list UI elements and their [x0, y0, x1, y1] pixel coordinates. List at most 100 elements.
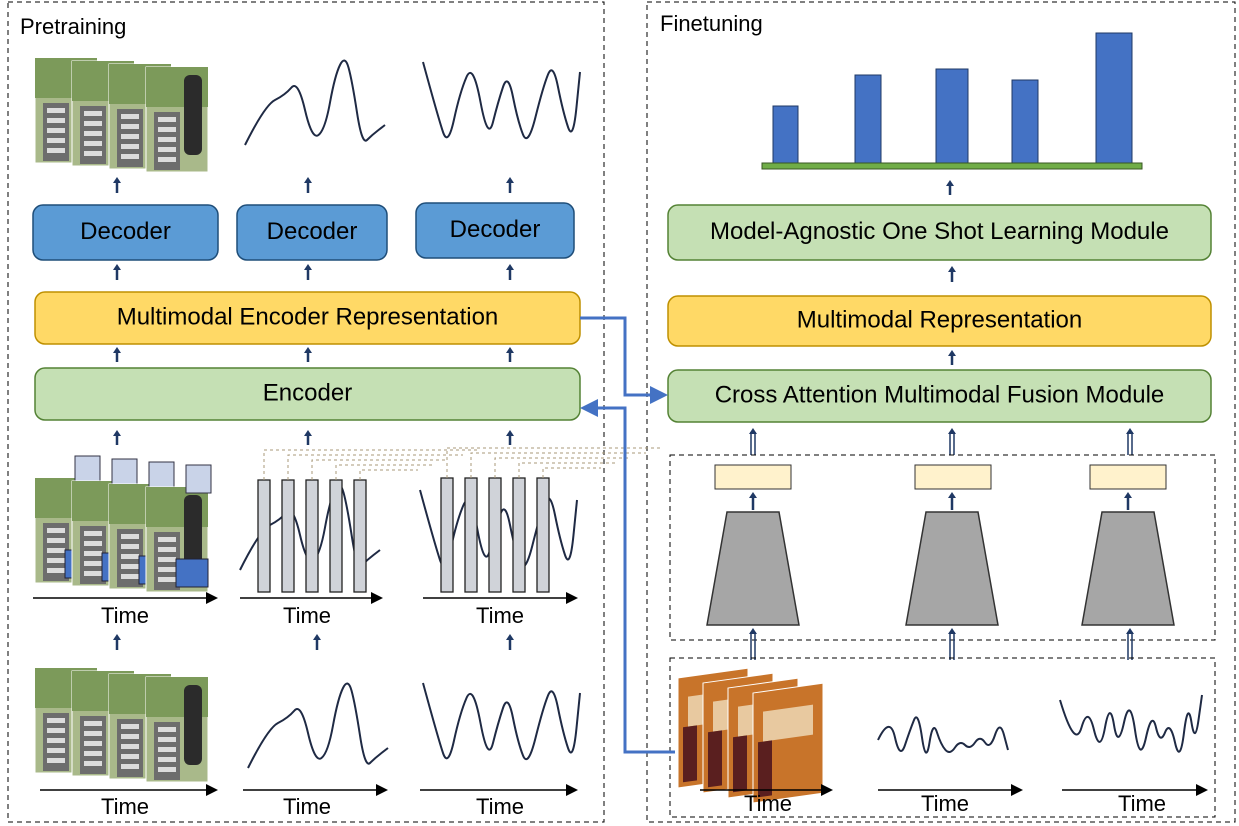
frame-window [158, 577, 176, 582]
frame-window [121, 134, 139, 139]
up-arrow [948, 492, 956, 510]
arrow-head [1124, 492, 1132, 498]
frame-object [708, 730, 722, 787]
frame-window [158, 157, 176, 162]
frame-window [158, 137, 176, 142]
up-arrow [113, 430, 121, 445]
panel-title: Pretraining [20, 14, 126, 39]
frame-window [47, 118, 65, 123]
frame-window [121, 154, 139, 159]
frame-window [158, 537, 176, 542]
reconstructed-signal [245, 61, 385, 145]
arrow-head [948, 428, 956, 434]
frame-window [47, 528, 65, 533]
frame-window [121, 544, 139, 549]
time-label: Time [1118, 791, 1166, 816]
frame-window [47, 558, 65, 563]
arrow-head [506, 264, 514, 270]
page: {"pretraining": {"title": "Pretraining",… [0, 0, 1239, 826]
frame-window [158, 127, 176, 132]
frame-window [47, 148, 65, 153]
arrow-head [304, 347, 312, 353]
fusion-box-label: Cross Attention Multimodal Fusion Module [715, 381, 1165, 408]
frame-window [84, 151, 102, 156]
module-box-label: Model-Agnostic One Shot Learning Module [710, 218, 1169, 245]
unimodal-encoder [906, 512, 998, 625]
up-arrow [1124, 492, 1132, 510]
up-arrow [113, 347, 121, 362]
frame-window [47, 108, 65, 113]
time-label: Time [283, 603, 331, 628]
up-arrow [313, 634, 321, 650]
encoder-box-label: Encoder [263, 379, 352, 406]
arrow-head [506, 634, 514, 640]
mask-patch [149, 462, 174, 490]
diagram: PretrainingFinetuningDecoderDecoderDecod… [0, 0, 1239, 826]
arrow-head [113, 177, 121, 183]
up-arrow [946, 180, 954, 195]
arrow-head [313, 634, 321, 640]
frame-window [47, 128, 65, 133]
input-signal [423, 683, 580, 759]
mask-patch [112, 459, 137, 487]
panel-title: Finetuning [660, 11, 763, 36]
arrow-head [304, 177, 312, 183]
arrow-head [304, 430, 312, 436]
arrow-head [113, 264, 121, 270]
up-arrow [749, 428, 757, 455]
mask-bar [330, 480, 342, 592]
arrow-head [948, 350, 956, 356]
video-frame [146, 67, 208, 172]
frame-window [121, 124, 139, 129]
video-frame [753, 683, 823, 803]
mask-patch [176, 559, 208, 587]
representation-box-label: Multimodal Representation [797, 306, 1082, 333]
frame-window [84, 731, 102, 736]
frame-window [158, 747, 176, 752]
frame-window [47, 748, 65, 753]
up-arrow [506, 347, 514, 362]
arrow-head [749, 628, 757, 634]
frame-window [84, 561, 102, 566]
up-arrow [304, 347, 312, 362]
frame-window [158, 147, 176, 152]
frame-window [84, 541, 102, 546]
mask-bar [354, 480, 366, 592]
arrow-head [506, 347, 514, 353]
frame-window [47, 538, 65, 543]
up-arrow [113, 264, 121, 280]
frame-window [47, 568, 65, 573]
output-bar [1012, 80, 1038, 165]
frame-window [84, 531, 102, 536]
unimodal-encoder [1082, 512, 1174, 625]
frame-object [758, 740, 772, 797]
time-label: Time [101, 794, 149, 819]
arrow-head [1126, 628, 1134, 634]
frame-window [121, 144, 139, 149]
frame-window [84, 131, 102, 136]
mask-bar [258, 480, 270, 592]
up-arrow [506, 634, 514, 650]
frame-window [84, 761, 102, 766]
frame-window [47, 718, 65, 723]
frame-window [121, 574, 139, 579]
arrow-head [113, 430, 121, 436]
mask-bar [513, 478, 525, 592]
mask-bar [537, 478, 549, 592]
up-arrow [1126, 428, 1134, 455]
frame-window [121, 724, 139, 729]
time-label: Time [101, 603, 149, 628]
up-arrow [749, 492, 757, 510]
frame-window [84, 141, 102, 146]
frame-person [184, 685, 202, 765]
mask-patch [186, 465, 211, 493]
mask-bar [465, 478, 477, 592]
arrow-head [749, 428, 757, 434]
unimodal-encoder [707, 512, 799, 625]
frame-window [121, 554, 139, 559]
mask-bar [489, 478, 501, 592]
time-label: Time [921, 791, 969, 816]
output-bar [855, 75, 881, 165]
frame-window [158, 547, 176, 552]
arrow-head [749, 492, 757, 498]
